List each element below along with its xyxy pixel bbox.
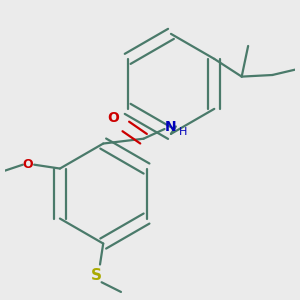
Text: S: S (91, 268, 102, 283)
Text: N: N (165, 120, 177, 134)
Text: O: O (22, 158, 33, 171)
Text: O: O (107, 111, 119, 125)
Text: H: H (178, 127, 187, 136)
